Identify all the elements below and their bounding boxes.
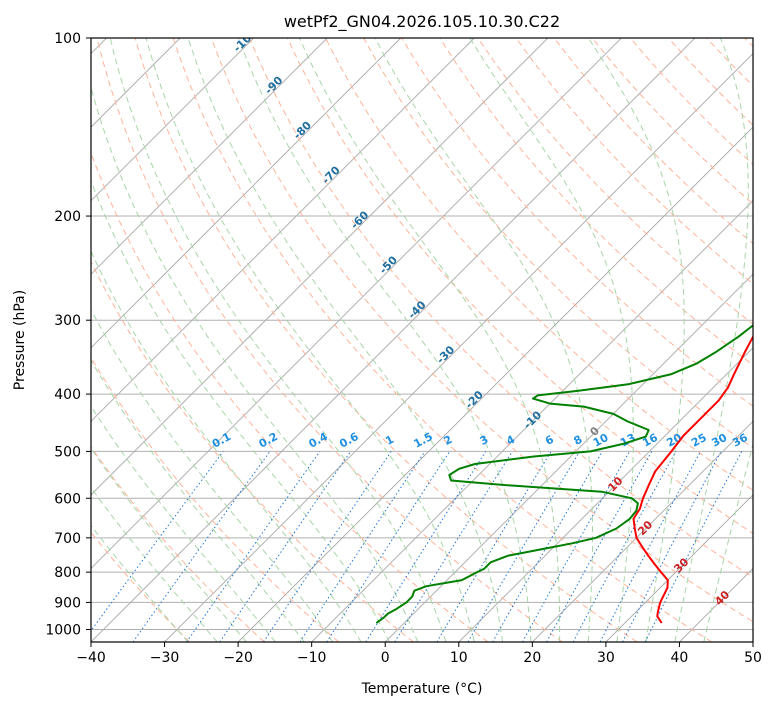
mixing-ratio-label: 25 <box>689 431 709 450</box>
y-tick-label: 700 <box>54 531 81 547</box>
moist-adiabat <box>109 38 447 642</box>
mixing-ratio-label: 10 <box>591 431 611 450</box>
x-tick-label: 0 <box>381 650 390 666</box>
isotherm-line <box>605 494 753 642</box>
isotherm-line <box>91 38 402 349</box>
moist-adiabat <box>674 38 749 642</box>
moist-adiabat <box>91 447 247 642</box>
y-tick-label: 100 <box>54 31 81 47</box>
moist-adiabat <box>237 38 532 642</box>
temperature-profile-line <box>632 334 753 624</box>
dry-adiabat <box>248 38 753 578</box>
moist-adiabat <box>703 441 753 642</box>
y-axis-label: Pressure (hPa) <box>12 290 28 390</box>
y-tick-label: 1000 <box>45 622 81 638</box>
isotherm-line <box>531 420 753 642</box>
moist-adiabat <box>91 405 276 642</box>
y-tick-label: 800 <box>54 565 81 581</box>
dry-adiabat <box>286 38 753 535</box>
chart-title: wetPf2_GN04.2026.105.10.30.C22 <box>284 12 560 32</box>
dewpoint-profile-line <box>375 324 753 624</box>
isotherm-line <box>384 273 753 642</box>
y-tick-label: 300 <box>54 313 81 329</box>
isotherm-line <box>91 38 328 275</box>
adiabat-layer <box>91 38 753 642</box>
dry-adiabat <box>134 38 638 642</box>
mixing-ratio-line <box>326 451 451 642</box>
mixing-ratio-line <box>186 451 321 642</box>
moist-adiabat <box>91 250 362 642</box>
dry-adiabat <box>325 38 753 491</box>
moist-adiabat <box>91 308 334 642</box>
mixing-ratio-line <box>91 451 224 632</box>
x-tick-label: −40 <box>76 650 106 666</box>
mixing-ratio-label: 36 <box>730 431 750 450</box>
y-tick-label: 400 <box>54 387 81 403</box>
dry-adiabat <box>210 38 753 623</box>
series-layer <box>375 324 753 624</box>
mixing-ratio-line <box>546 451 653 642</box>
mixing-ratio-label: 30 <box>710 431 730 450</box>
x-tick-label: 50 <box>744 650 762 666</box>
x-axis-label: Temperature (°C) <box>361 681 483 697</box>
dry-adiabat <box>91 260 414 642</box>
plot-background <box>91 38 753 642</box>
dry-adiabat <box>91 445 265 642</box>
tick-layer: −40 −30 −20 −10 0 10 20 30 40 50 100 200 300 400 500 60… <box>45 31 762 666</box>
mixing-ratio-label: 20 <box>664 431 684 450</box>
mixing-ratio-line <box>522 451 631 642</box>
x-tick-label: 20 <box>523 650 541 666</box>
isotherm-line <box>164 52 753 642</box>
isotherm-line <box>237 126 753 642</box>
x-tick-label: −10 <box>297 650 327 666</box>
plot-frame <box>90 37 754 643</box>
moist-adiabat <box>91 179 390 642</box>
dry-adiabat <box>96 38 563 642</box>
moist-adiabat <box>469 38 634 642</box>
mixing-ratio-line <box>644 451 743 642</box>
x-tick-label: −20 <box>223 650 253 666</box>
moist-adiabat <box>91 85 419 642</box>
mixing-ratio-line <box>394 451 513 642</box>
dry-adiabat <box>91 356 340 642</box>
mixing-ratio-line <box>299 451 426 642</box>
moist-adiabat <box>91 524 189 642</box>
dry-adiabat <box>515 38 753 285</box>
y-tick-label: 900 <box>54 595 81 611</box>
moist-adiabat <box>91 359 305 642</box>
x-tick-label: 10 <box>450 650 468 666</box>
isotherm-line <box>91 38 549 496</box>
moist-adiabat <box>374 38 593 642</box>
isotherm-line <box>91 38 622 570</box>
x-tick-label: 30 <box>597 650 615 666</box>
mixing-ratio-line <box>263 451 392 642</box>
y-tick-label: 600 <box>54 491 81 507</box>
moist-adiabat <box>145 38 475 642</box>
mixing-ratio-label: 13 <box>618 431 638 450</box>
mixing-ratio-line <box>219 451 352 642</box>
mixing-ratio-line <box>572 451 677 642</box>
moist-adiabat <box>587 38 685 642</box>
x-tick-label: 40 <box>671 650 689 666</box>
y-tick-label: 200 <box>54 209 81 225</box>
mixing-ratio-line <box>132 451 271 642</box>
x-tick-label: −30 <box>150 650 180 666</box>
isotherm-line <box>91 38 255 202</box>
moist-adiabat <box>299 38 561 642</box>
dry-adiabat <box>172 38 713 642</box>
moist-adiabat <box>91 486 218 642</box>
isotherm-line <box>458 347 753 642</box>
moist-adiabat <box>187 38 504 642</box>
y-tick-label: 500 <box>54 444 81 460</box>
